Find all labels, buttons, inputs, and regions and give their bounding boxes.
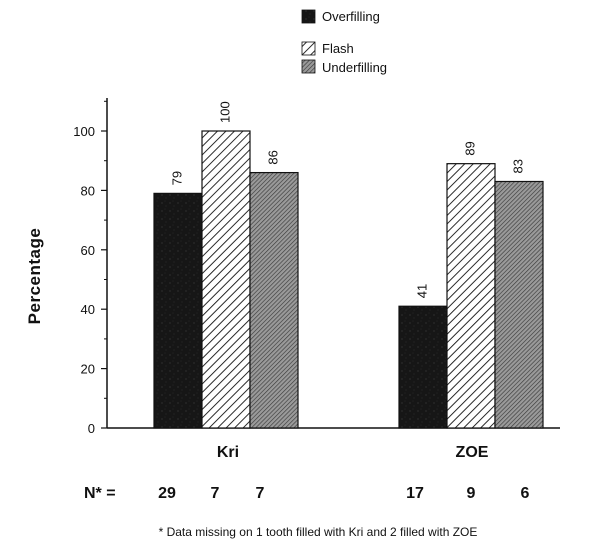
n-value-zoe-flash: 9 — [467, 485, 476, 502]
y-tick-label: 80 — [81, 183, 95, 198]
value-label-zoe-flash: 89 — [462, 141, 477, 155]
legend-swatch-underfilling — [301, 59, 316, 74]
bar-kri-underfilling — [249, 171, 299, 429]
n-value-zoe-overfilling: 17 — [406, 485, 424, 502]
legend-item-overfilling: Overfilling — [301, 9, 380, 24]
legend-item-underfilling: Underfilling — [301, 59, 387, 75]
bar-zoe-flash — [446, 163, 496, 429]
legend-swatch-overfilling — [301, 9, 316, 24]
n-value-kri-overfilling: 29 — [158, 485, 176, 502]
n-values: 29 7 7 17 9 6 — [158, 485, 529, 502]
y-axis-label: Percentage — [25, 228, 44, 325]
y-tick-label: 100 — [73, 124, 95, 139]
n-value-kri-flash: 7 — [211, 485, 220, 502]
value-label-zoe-overfilling: 41 — [414, 284, 429, 298]
legend-item-flash: Flash — [301, 41, 354, 56]
y-tick-label: 60 — [81, 243, 95, 258]
n-value-zoe-underfilling: 6 — [521, 485, 530, 502]
n-value-kri-underfilling: 7 — [256, 485, 265, 502]
bar-zoe-underfilling — [494, 180, 544, 429]
legend: Overfilling Flash Underfilling — [301, 9, 387, 75]
y-tick-label: 40 — [81, 302, 95, 317]
y-tick-label: 0 — [88, 421, 95, 436]
category-label-zoe: ZOE — [456, 444, 489, 461]
bar-zoe-overfilling — [398, 305, 448, 429]
legend-label-underfilling: Underfilling — [322, 60, 387, 75]
value-label-kri-overfilling: 79 — [169, 171, 184, 185]
bar-kri-overfilling — [153, 192, 203, 429]
legend-label-overfilling: Overfilling — [322, 9, 380, 24]
n-label: N* = — [84, 485, 116, 502]
value-label-kri-flash: 100 — [217, 101, 232, 123]
y-tick-label: 20 — [81, 362, 95, 377]
category-label-kri: Kri — [217, 444, 239, 461]
value-label-zoe-underfilling: 83 — [510, 159, 525, 173]
bars — [153, 130, 544, 429]
value-label-kri-underfilling: 86 — [265, 150, 280, 164]
bar-kri-flash — [201, 130, 251, 429]
legend-swatch-flash — [301, 41, 316, 56]
legend-label-flash: Flash — [322, 41, 354, 56]
value-labels: 79 100 86 41 89 83 — [169, 101, 525, 298]
y-ticks: 0 20 40 60 80 100 — [73, 100, 107, 436]
footnote: * Data missing on 1 tooth filled with Kr… — [159, 525, 478, 539]
